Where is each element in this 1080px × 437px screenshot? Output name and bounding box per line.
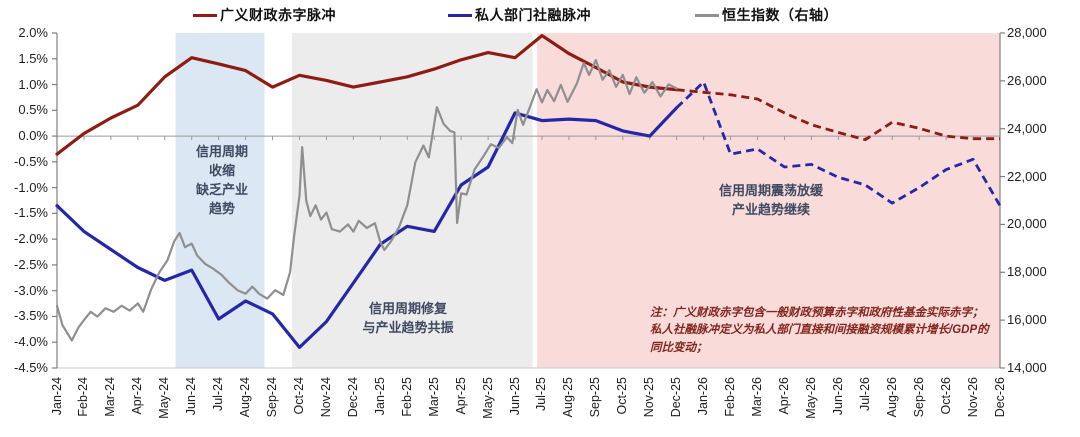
- x-axis-tick-label: Feb-25: [399, 377, 414, 417]
- left-axis-tick-label: -4.5%: [14, 360, 48, 375]
- x-axis-tick-label: Jun-26: [830, 377, 845, 416]
- x-axis-tick-label: Aug-26: [884, 377, 899, 418]
- right-axis-tick-label: 22,000: [1007, 168, 1047, 184]
- left-axis-tick-label: -3.0%: [14, 282, 48, 298]
- right-axis-tick-label: 24,000: [1007, 120, 1047, 136]
- annotation-line: 与产业趋势共振: [362, 319, 454, 335]
- left-axis-tick-label: -2.0%: [14, 231, 48, 247]
- x-axis-tick-label: Nov-25: [642, 377, 657, 418]
- annotation-credit-slowdown: 信用周期震荡放缓 产业趋势继续: [676, 182, 866, 220]
- x-axis-tick-label: Sep-24: [265, 377, 280, 418]
- left-axis-tick-label: 0.0%: [18, 128, 48, 144]
- annotation-line: 产业趋势继续: [731, 201, 810, 217]
- x-axis-tick-label: Apr-24: [130, 377, 145, 415]
- legend-line-swatch: [193, 13, 217, 18]
- x-axis-tick-label: Jul-26: [857, 377, 872, 412]
- legend-item-0: 广义财政赤字脉冲: [193, 5, 336, 25]
- left-axis-tick-label: -0.5%: [14, 153, 48, 169]
- annotation-line: 趋势: [208, 200, 235, 216]
- footnote-line: 同比变动；: [650, 341, 708, 354]
- left-axis-tick-label: 2.0%: [18, 25, 48, 40]
- left-axis-tick-label: -2.5%: [14, 256, 48, 272]
- x-axis-tick-label: Oct-24: [291, 377, 306, 415]
- right-axis-tick-label: 20,000: [1007, 216, 1047, 232]
- left-axis-tick-label: 1.5%: [18, 50, 48, 66]
- legend-line-swatch: [448, 13, 472, 18]
- x-axis-tick-label: Mar-24: [103, 377, 118, 417]
- x-axis-tick-label: May-26: [803, 377, 818, 419]
- x-axis-tick-label: Dec-25: [669, 377, 684, 418]
- footnote: 注：广义财政赤字包含一般财政预算赤字和政府性基金实际赤字； 私人社融脉冲定义为私人…: [650, 305, 1002, 357]
- left-axis-tick-label: -1.5%: [14, 205, 48, 221]
- x-axis-tick-label: Feb-24: [76, 377, 91, 417]
- x-axis-tick-label: Nov-26: [965, 377, 980, 418]
- footnote-line: 注：广义财政赤字包含一般财政预算赤字和政府性基金实际赤字；: [650, 307, 984, 319]
- x-axis-tick-label: Dec-26: [992, 377, 1007, 418]
- legend-item-2: 恒生指数（右轴）: [695, 5, 838, 25]
- x-axis-tick-label: Oct-25: [615, 377, 630, 415]
- region-credit-slowdown: [537, 33, 1000, 368]
- x-axis-tick-label: Aug-24: [238, 377, 253, 418]
- hang-seng-index-line: [55, 58, 678, 342]
- right-axis-tick-label: 16,000: [1007, 312, 1047, 328]
- legend-item-1: 私人部门社融脉冲: [448, 5, 591, 25]
- annotation-line: 信用周期修复: [368, 301, 447, 316]
- x-axis-tick-label: Nov-24: [318, 377, 333, 418]
- right-axis-tick-label: 28,000: [1007, 25, 1047, 40]
- region-credit-contraction: [175, 33, 265, 368]
- x-axis-tick-label: Jan-25: [372, 377, 387, 416]
- x-axis-tick-label: Oct-26: [938, 377, 953, 415]
- left-axis-tick-label: 1.0%: [18, 76, 48, 92]
- x-axis-tick-label: May-25: [480, 377, 495, 419]
- x-axis-tick-label: Jun-25: [507, 377, 522, 416]
- x-axis-tick-label: Jun-24: [184, 377, 199, 416]
- x-axis-tick-label: Jan-24: [49, 377, 64, 416]
- legend-line-swatch: [695, 13, 719, 18]
- x-axis-tick-label: Sep-26: [911, 377, 926, 418]
- right-axis-tick-label: 26,000: [1007, 72, 1047, 88]
- annotation-line: 收缩: [208, 162, 235, 178]
- legend-label: 恒生指数（右轴）: [722, 7, 838, 23]
- x-axis-tick-label: Mar-26: [750, 377, 764, 417]
- x-axis-tick-label: Feb-26: [723, 377, 738, 417]
- right-axis-tick-label: 18,000: [1007, 264, 1047, 280]
- left-axis-tick-label: -4.0%: [14, 334, 48, 350]
- x-axis-tick-label: Jan-26: [696, 377, 711, 416]
- x-axis-tick-label: Jul-25: [534, 377, 549, 412]
- left-axis-tick-label: -1.0%: [14, 179, 48, 195]
- annotation-line: 缺乏产业: [195, 181, 248, 197]
- social-financing-pulse-line-forecast-dashed: [675, 80, 1002, 207]
- x-axis-tick-label: Mar-25: [426, 377, 441, 417]
- x-axis-tick-label: Aug-25: [561, 377, 576, 418]
- annotation-line: 信用周期震荡放缓: [718, 183, 823, 198]
- annotation-credit-repair: 信用周期修复 与产业趋势共振: [318, 300, 498, 338]
- legend-label: 私人部门社融脉冲: [475, 7, 591, 23]
- x-axis-tick-label: Apr-25: [453, 377, 468, 415]
- x-axis-tick-label: Dec-24: [345, 377, 360, 418]
- x-axis-tick-label: May-24: [157, 377, 172, 419]
- x-axis-tick-label: Apr-26: [776, 377, 791, 415]
- annotation-line: 信用周期: [195, 144, 248, 159]
- left-axis-tick-label: -3.5%: [14, 308, 48, 324]
- right-axis-tick-label: 14,000: [1007, 360, 1047, 375]
- footnote-line: 私人社融脉冲定义为私人部门直接和间接融资规模累计增长/GDP的: [650, 324, 989, 337]
- legend-label: 广义财政赤字脉冲: [220, 7, 336, 23]
- left-axis-tick-label: 0.5%: [18, 102, 48, 118]
- fiscal-pulse-line-forecast-dashed: [676, 88, 1000, 142]
- x-axis-tick-label: Jul-24: [211, 377, 226, 412]
- x-axis-tick-label: Sep-25: [588, 377, 603, 418]
- fiscal-pulse-line-solid: [55, 33, 679, 156]
- social-financing-pulse-line-solid: [55, 106, 679, 349]
- annotation-credit-contraction: 信用周期收缩缺乏产业趋势: [160, 143, 284, 218]
